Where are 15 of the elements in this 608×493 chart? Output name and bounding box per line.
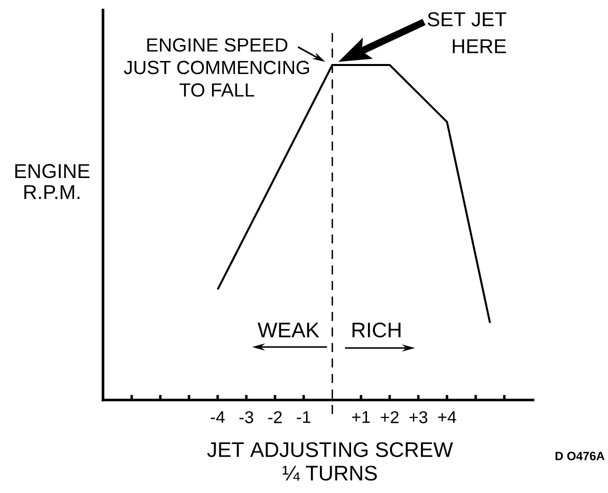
x-tick-label: -4 [210, 411, 225, 423]
text: D O476A [556, 452, 604, 460]
x-tick-label: +4 [438, 411, 456, 423]
x-tick-label: +3 [409, 411, 428, 424]
x-tick-label: +1 [352, 411, 370, 423]
annotation: RICH [352, 322, 400, 338]
annotation: WEAK [258, 322, 320, 338]
text: SET JET HERE [428, 12, 506, 54]
x-tick-label: +2 [380, 411, 398, 424]
y-axis-title: ENGINE R.P.M. [15, 164, 90, 199]
x-tick-label: -1 [296, 411, 310, 423]
x-axis-title: JET ADJUSTING SCREW ¼ TURNS [207, 442, 453, 481]
annotation: ENGINE SPEED JUST COMMENCING TO FALL [124, 38, 309, 97]
x-tick-label: -2 [268, 411, 282, 424]
x-tick-label: -3 [240, 411, 254, 424]
